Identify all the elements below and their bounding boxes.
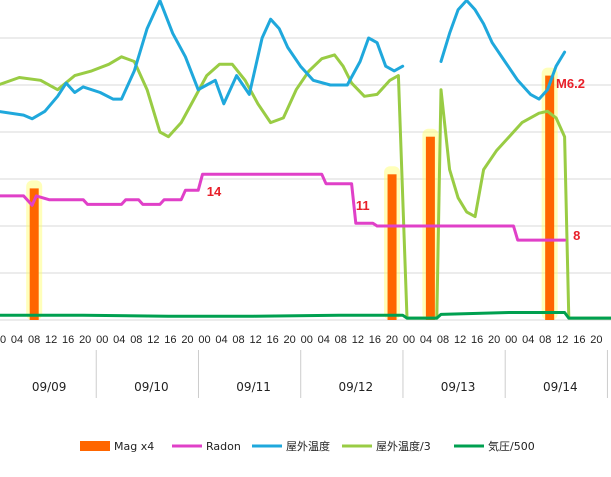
hour-tick-label: 00 [301,334,313,346]
annotation-2: 8 [573,228,580,243]
hour-tick-label: 12 [556,334,568,346]
series-line-outdoor_humidity [0,53,611,320]
legend-label-2: 屋外温度 [286,439,330,453]
annotation-3: M6.2 [556,76,585,91]
hour-tick-label: 00 [96,334,108,346]
series-lines [0,0,611,320]
date-label-3: 09/12 [339,380,374,394]
annotation-1: 11 [356,198,370,213]
hour-tick-label: 12 [249,334,261,346]
legend-label-0: Mag x4 [114,440,154,453]
hour-tick-label: 04 [420,334,432,346]
date-label-0: 09/09 [32,380,67,394]
hour-tick-label: 08 [539,334,551,346]
date-label-1: 09/10 [134,380,169,394]
annotation-0: 14 [207,184,222,199]
hour-tick-label: 20 [488,334,500,346]
hour-tick-label: 16 [369,334,381,346]
annotations: 14 11 8 M6.2 [207,76,585,243]
date-label-5: 09/14 [543,380,578,394]
hour-tick-label: 12 [147,334,159,346]
hour-tick-label: 20 [284,334,296,346]
gridlines [0,37,611,321]
legend: Mag x4 Radon 屋外温度 屋外温度/3 気圧/500 [80,439,535,453]
hour-tick-label: 04 [522,334,534,346]
x-axis: 00 04 08 12 16 20 09/09 00 04 08 12 16 20 09/10 00 04 08… [0,334,608,398]
legend-label-1: Radon [206,440,241,453]
hour-tick-label: 00 [403,334,415,346]
hour-tick-label: 08 [130,334,142,346]
hour-tick-label: 16 [164,334,176,346]
series-line-outdoor_temp_b [439,0,567,101]
hour-tick-label: 08 [437,334,449,346]
hour-tick-label: 00 [0,334,6,346]
legend-swatch-mag [80,441,110,451]
hour-tick-label: 16 [267,334,279,346]
mag-bar-3 [545,75,555,320]
hour-tick-label: 08 [28,334,40,346]
date-label-2: 09/11 [236,380,271,394]
mag-bar-2 [425,136,435,320]
hour-tick-label: 12 [454,334,466,346]
hour-tick-label: 00 [198,334,210,346]
hour-tick-label: 20 [590,334,602,346]
series-line-outdoor_temp [0,0,405,121]
hour-tick-label: 20 [386,334,398,346]
hour-tick-label: 04 [11,334,23,346]
hour-tick-label: 16 [573,334,585,346]
hour-tick-label: 00 [505,334,517,346]
legend-label-3: 屋外温度/3 [376,439,431,453]
series-line-radon [0,172,567,242]
hour-tick-label: 04 [113,334,125,346]
hour-tick-label: 12 [352,334,364,346]
mag-bars [26,67,558,320]
hour-tick-label: 20 [181,334,193,346]
hour-tick-label: 04 [318,334,330,346]
hour-tick-label: 08 [335,334,347,346]
hour-tick-label: 12 [45,334,57,346]
mag-bar-0 [29,188,39,320]
hour-tick-label: 16 [62,334,74,346]
hour-tick-label: 04 [215,334,227,346]
hour-tick-label: 20 [79,334,91,346]
series-line-pressure [0,311,611,320]
hour-tick-label: 08 [232,334,244,346]
mag-bar-1 [387,174,397,320]
date-label-4: 09/13 [441,380,476,394]
legend-label-4: 気圧/500 [488,439,535,453]
hour-tick-label: 16 [471,334,483,346]
